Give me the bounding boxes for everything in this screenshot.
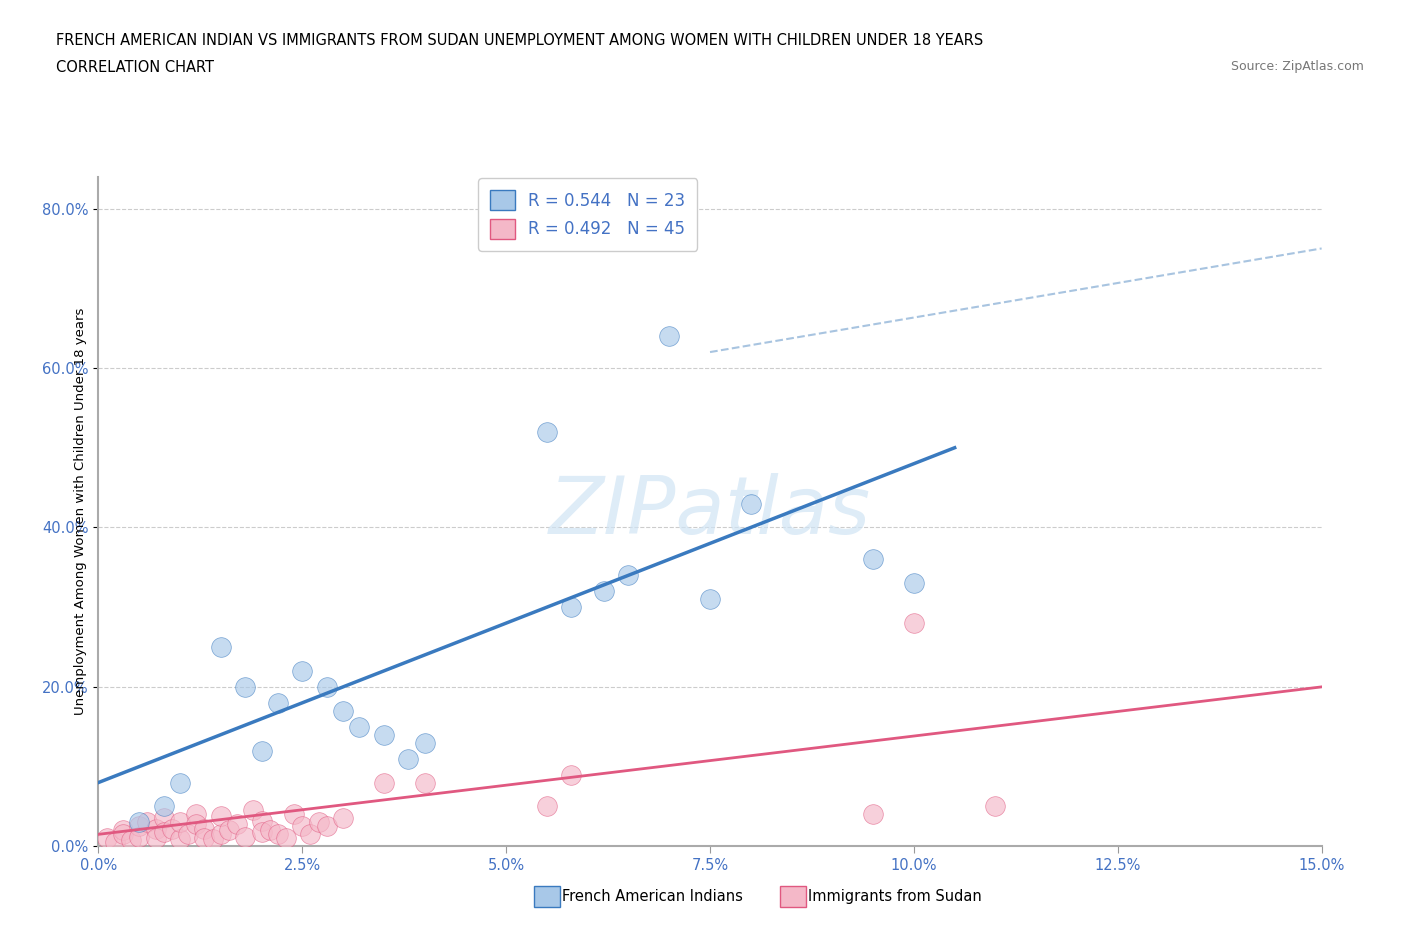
Point — [169, 815, 191, 830]
Point — [259, 823, 281, 838]
Point — [560, 767, 582, 782]
Point — [274, 830, 297, 845]
Point — [396, 751, 419, 766]
Point — [291, 819, 314, 834]
Point — [96, 830, 118, 845]
Point — [201, 831, 224, 846]
Point — [169, 775, 191, 790]
Point — [233, 680, 256, 695]
Point — [349, 719, 371, 734]
Point — [299, 827, 322, 842]
Point — [193, 830, 215, 845]
Point — [267, 696, 290, 711]
Point — [111, 823, 134, 838]
Point — [740, 496, 762, 511]
Point — [903, 616, 925, 631]
Point — [233, 830, 256, 844]
Point — [413, 736, 436, 751]
Point — [250, 814, 273, 829]
Point — [862, 807, 884, 822]
Point — [373, 727, 395, 742]
Point — [413, 775, 436, 790]
Point — [111, 827, 134, 842]
Text: ZIPatlas: ZIPatlas — [548, 472, 872, 551]
Point — [308, 815, 330, 830]
Text: Immigrants from Sudan: Immigrants from Sudan — [808, 889, 983, 904]
Point — [373, 775, 395, 790]
Point — [160, 821, 183, 836]
Point — [226, 817, 249, 831]
Point — [152, 825, 174, 840]
Point — [128, 815, 150, 830]
Point — [315, 819, 337, 834]
Point — [209, 808, 232, 823]
Point — [128, 830, 150, 844]
Point — [250, 825, 273, 840]
Point — [169, 831, 191, 846]
Point — [242, 803, 264, 817]
Point — [120, 832, 142, 847]
Point — [193, 821, 215, 836]
Point — [315, 680, 337, 695]
Text: French American Indians: French American Indians — [562, 889, 744, 904]
Point — [658, 328, 681, 343]
Text: FRENCH AMERICAN INDIAN VS IMMIGRANTS FROM SUDAN UNEMPLOYMENT AMONG WOMEN WITH CH: FRENCH AMERICAN INDIAN VS IMMIGRANTS FRO… — [56, 33, 983, 47]
Point — [332, 811, 354, 826]
Point — [332, 703, 354, 718]
Point — [218, 823, 240, 838]
Point — [209, 640, 232, 655]
Point — [593, 584, 616, 599]
Point — [104, 835, 127, 850]
Point — [209, 827, 232, 842]
Point — [903, 576, 925, 591]
Point — [536, 424, 558, 439]
Point — [984, 799, 1007, 814]
Point — [136, 815, 159, 830]
Point — [152, 799, 174, 814]
Point — [152, 811, 174, 826]
Point — [536, 799, 558, 814]
Legend: R = 0.544   N = 23, R = 0.492   N = 45: R = 0.544 N = 23, R = 0.492 N = 45 — [478, 179, 697, 251]
Text: CORRELATION CHART: CORRELATION CHART — [56, 60, 214, 75]
Point — [862, 551, 884, 566]
Point — [699, 591, 721, 606]
Point — [128, 819, 150, 834]
Point — [145, 821, 167, 836]
Point — [177, 827, 200, 842]
Point — [145, 830, 167, 845]
Y-axis label: Unemployment Among Women with Children Under 18 years: Unemployment Among Women with Children U… — [75, 308, 87, 715]
Point — [291, 663, 314, 678]
Point — [186, 817, 208, 831]
Point — [283, 807, 305, 822]
Text: Source: ZipAtlas.com: Source: ZipAtlas.com — [1230, 60, 1364, 73]
Point — [560, 600, 582, 615]
Point — [186, 807, 208, 822]
Point — [267, 827, 290, 842]
Point — [250, 743, 273, 758]
Point — [617, 568, 640, 583]
